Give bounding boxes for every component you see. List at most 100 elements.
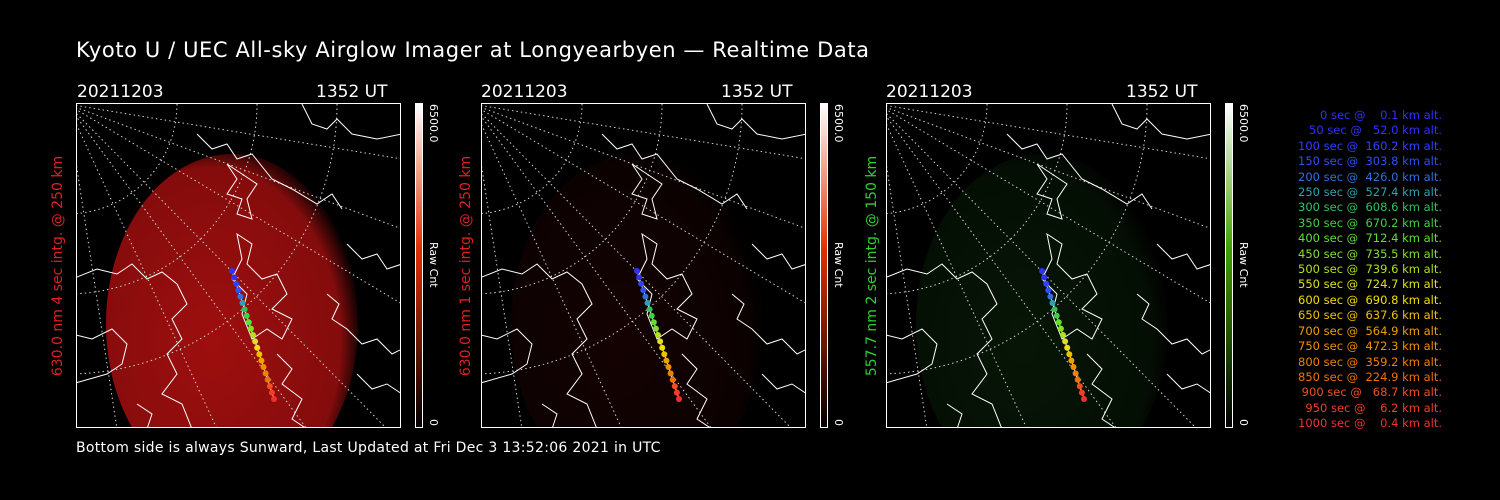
legend-row: 150 sec @ 303.8 km alt. (1294, 154, 1442, 169)
coastline (706, 104, 805, 140)
airglow-field (511, 154, 763, 427)
trajectory-point (1068, 357, 1075, 364)
trajectory-point (1051, 306, 1058, 313)
trajectory-point (646, 306, 653, 313)
trajectory-point (1049, 300, 1056, 306)
legend-row: 650 sec @ 637.6 km alt. (1294, 308, 1442, 323)
trajectory-point (1072, 370, 1079, 377)
trajectory-point (657, 338, 664, 345)
trajectory-point (663, 357, 670, 364)
trajectory-point (1076, 383, 1083, 390)
trajectory-point (235, 287, 242, 294)
legend-row: 250 sec @ 527.4 km alt. (1294, 185, 1442, 200)
coastline (636, 232, 698, 340)
coastline (77, 263, 192, 427)
trajectory-point (642, 293, 649, 300)
airglow-field (916, 154, 1168, 427)
longitude-line (482, 165, 523, 427)
coastline (226, 163, 258, 220)
trajectory-point (266, 383, 273, 390)
trajectory-point (671, 383, 678, 390)
longitude-line (887, 124, 1027, 427)
legend-row: 850 sec @ 224.9 km alt. (1294, 369, 1442, 384)
page-title: Kyoto U / UEC All-sky Airglow Imager at … (76, 38, 870, 62)
legend-row: 50 sec @ 52.0 km alt. (1301, 123, 1442, 138)
legend-row: 450 sec @ 735.5 km alt. (1294, 246, 1442, 261)
legend-row: 900 sec @ 68.7 km alt. (1298, 385, 1442, 400)
longitude-line (77, 105, 400, 160)
longitude-line (77, 124, 217, 427)
panel-2-colorbar-max: 6500.0 (832, 104, 845, 143)
panel-2-time: 1352 UT (721, 82, 793, 102)
trajectory-point (271, 396, 277, 402)
longitude-line (482, 107, 805, 229)
panel-1-colorbar-max: 6500.0 (427, 104, 440, 143)
panel-3-time: 1352 UT (1126, 82, 1198, 102)
longitude-line (482, 124, 622, 427)
trajectory-point (1078, 389, 1085, 396)
coastline (887, 263, 1002, 427)
trajectory-point (237, 293, 244, 300)
trajectory-point (650, 319, 657, 326)
trajectory-point (661, 351, 668, 358)
longitude-line (77, 107, 400, 229)
trajectory-point (241, 306, 248, 313)
coastline (1166, 373, 1210, 394)
trajectory-point (1053, 312, 1060, 319)
trajectory-point (1066, 351, 1073, 358)
trajectory-point (252, 338, 259, 345)
panel-2-sky-image (481, 103, 806, 428)
trajectory-point (229, 268, 235, 274)
footer-status: Bottom side is always Sunward, Last Upda… (76, 440, 661, 456)
legend-row: 700 sec @ 564.9 km alt. (1294, 323, 1442, 338)
trajectory-point (231, 274, 238, 281)
trajectory-point (1074, 376, 1081, 383)
coastline (276, 353, 305, 427)
legend-row: 400 sec @ 712.4 km alt. (1294, 231, 1442, 246)
panel-2-colorbar-unit: Raw Cnt (832, 242, 845, 288)
coastline (301, 104, 400, 140)
coastline (1006, 133, 1153, 210)
trajectory-point (1043, 280, 1050, 287)
legend-row: 500 sec @ 739.6 km alt. (1294, 262, 1442, 277)
legend-row: 800 sec @ 359.2 km alt. (1294, 354, 1442, 369)
legend-row: 600 sec @ 690.8 km alt. (1294, 292, 1442, 307)
trajectory-point (673, 389, 680, 396)
longitude-line (887, 165, 928, 427)
coastline (946, 403, 963, 427)
trajectory-point (634, 268, 640, 274)
panel-2-colorbar (820, 103, 828, 428)
coastline (77, 328, 128, 384)
coastline (1041, 232, 1103, 340)
coastline (631, 163, 663, 220)
trajectory-point (638, 280, 645, 287)
legend-row: 100 sec @ 160.2 km alt. (1294, 138, 1442, 153)
panel-1-wavelength-label: 630.0 nm 4 sec intg. @ 250 km (50, 155, 66, 377)
trajectory-point (250, 332, 256, 338)
panel-3-colorbar-min: 0 (1237, 419, 1250, 426)
trajectory-point (243, 312, 250, 319)
panel-2-date: 20211203 (481, 82, 568, 102)
coastline (196, 133, 343, 210)
airglow-field (106, 154, 358, 427)
panel-2-wavelength-label: 630.0 nm 1 sec intg. @ 250 km (458, 155, 474, 377)
trajectory-point (1057, 325, 1064, 332)
panel-1-colorbar (415, 103, 423, 428)
panel-3-date: 20211203 (886, 82, 973, 102)
trajectory-point (1070, 364, 1077, 370)
trajectory-point (1060, 332, 1066, 338)
trajectory-point (676, 396, 682, 402)
trajectory-point (665, 364, 672, 370)
legend-row: 0 sec @ 0.1 km alt. (1309, 108, 1442, 122)
coastline (541, 403, 558, 427)
coastline (1086, 353, 1115, 427)
panel-3-colorbar-max: 6500.0 (1237, 104, 1250, 143)
trajectory-point (1081, 396, 1087, 402)
coastline (1136, 293, 1210, 355)
trajectory-point (254, 344, 261, 351)
coastline (1156, 243, 1210, 270)
coastline (1111, 104, 1210, 140)
coastline (136, 403, 153, 427)
panel-3-sky-image (886, 103, 1211, 428)
trajectory-point (1047, 293, 1054, 300)
